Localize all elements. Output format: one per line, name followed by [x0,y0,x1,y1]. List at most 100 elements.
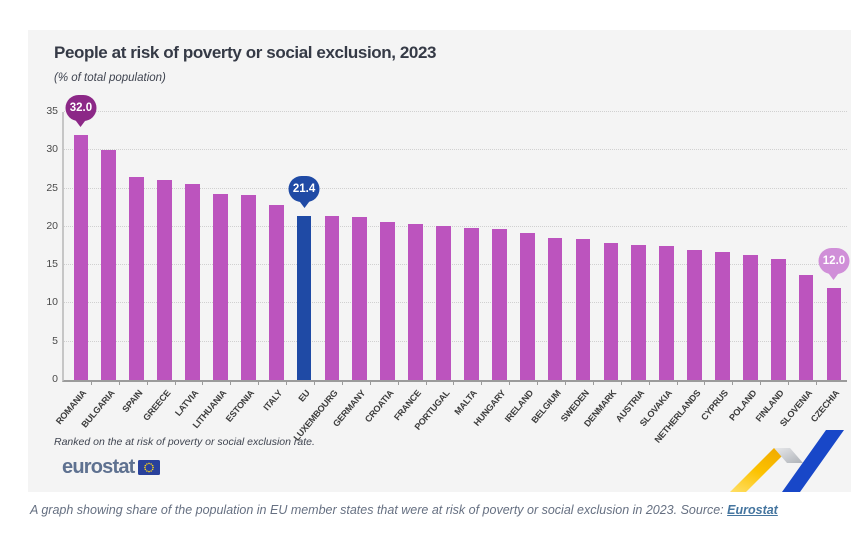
bar-sweden [575,239,591,380]
eurostat-logo-text: eurostat [62,456,135,478]
bar-portugal [436,226,451,380]
callout-value: 32.0 [65,95,97,121]
x-axis-tick [537,380,539,385]
bar-estonia [240,194,256,380]
x-axis-tick [509,380,511,385]
x-axis-tick [453,380,455,385]
bar-hungary [491,229,507,380]
x-axis-tick [146,380,148,385]
bar-finland [770,259,786,380]
callout-tail [298,200,311,209]
bar-greece [157,180,172,380]
ranking-footnote: Ranked on the at risk of poverty or soci… [54,436,315,448]
bar-luxembourg [324,216,340,380]
bar-slot: EU 21.4 [288,112,320,404]
x-axis-tick [341,380,343,385]
x-axis-tick [425,380,427,385]
bar-slot: IRELAND [502,112,539,424]
x-axis-tick [397,380,399,385]
bar-slot: ESTONIA [224,112,260,424]
x-axis-tick [90,380,92,385]
bar-france [408,223,423,380]
callout-tail [827,272,840,281]
x-axis-tick [816,380,818,385]
gridline [64,111,847,112]
x-axis-tick [760,380,762,385]
value-callout-romania: 32.0 [65,95,97,127]
x-axis-label: ITALY [261,388,284,413]
bar-slot: LITHUANIA [190,112,232,430]
bar-slot: ITALY [261,112,288,412]
bar-romania [73,135,89,380]
bar-slot: NETHERLANDS [652,112,706,445]
value-callout-czechia: 12.0 [818,248,850,281]
bar-slot: PORTUGAL [412,112,455,432]
bar-slot: LUXEMBOURG [291,112,343,443]
bar-slot: SLOVENIA [778,112,818,428]
bar-slot: FRANCE [392,112,427,422]
callout-value: 12.0 [818,248,850,275]
bar-slot: SWEDEN [558,112,594,424]
gridline [64,149,847,151]
x-axis-tick [230,380,232,385]
image-caption: A graph showing share of the population … [30,503,778,517]
bar-slot: HUNGARY [471,112,511,428]
bar-belgium [547,237,563,380]
x-axis-tick [118,380,120,385]
bar-cyprus [715,252,730,380]
x-axis-tick [286,380,288,385]
chart-title: People at risk of poverty or social excl… [54,43,437,62]
bar-denmark [603,242,619,380]
y-axis-label: 15 [46,258,58,271]
gridline [64,302,847,304]
gridline [64,187,847,189]
y-axis-label: 5 [52,334,58,347]
bar-poland [742,255,758,380]
bar-slot: GREECE [141,112,176,423]
eurostat-logo: eurostat [62,456,160,479]
bar-spain [129,177,145,380]
gridline [64,264,847,266]
bar-austria [631,244,647,380]
x-axis-tick [565,380,567,385]
bar-slot: FINLAND [754,112,790,424]
bar-bulgaria [101,150,117,380]
bar-lithuania [213,193,228,380]
chart-subtitle: (% of total population) [54,72,166,84]
caption-text: A graph showing share of the population … [30,503,728,517]
x-axis-tick [481,380,483,385]
plot-area: 0 5 10 15 20 25 30 35 ROMANIA 32.0 BULGARIA SPAIN GR… [46,95,850,445]
x-axis-label: LATVIA [172,388,201,418]
x-axis-tick [592,380,594,385]
bar-slot: ROMANIA 32.0 [54,95,97,426]
bar-slot: BULGARIA [79,112,120,430]
x-axis-tick [258,380,260,385]
bar-netherlands [687,249,702,380]
bar-slot: CZECHIA 12.0 [809,112,850,424]
bar-slovenia [798,275,814,380]
gridline [64,225,847,227]
chart-area: 0 5 10 15 20 25 30 35 ROMANIA 32.0 BULGARIA SPAIN GR… [28,95,851,452]
x-axis-tick [174,380,176,385]
x-axis-label: GREECE [140,388,173,423]
bar-czechia [826,288,842,380]
x-axis-tick [202,380,204,385]
eu-flag-icon [137,460,160,475]
bar-eu [296,216,312,380]
y-axis-label: 30 [46,143,58,156]
gridline [64,340,847,342]
bar-slot: MALTA [453,112,483,417]
y-axis-label: 25 [46,181,58,194]
source-link[interactable]: Eurostat [727,503,778,517]
callout-value: 21.4 [288,176,320,203]
x-axis-tick [314,380,316,385]
y-axis-label: 10 [46,296,58,309]
bar-croatia [380,222,396,380]
bars-row: ROMANIA 32.0 BULGARIA SPAIN GREECE LATVIA LITH… [54,95,850,445]
bar-germany [352,216,368,380]
bar-italy [268,205,284,380]
bar-slot: BELGIUM [529,112,567,425]
y-axis-label: 0 [52,373,58,385]
eurostat-ribbon-decoration [730,430,844,492]
x-axis-tick [648,380,650,385]
